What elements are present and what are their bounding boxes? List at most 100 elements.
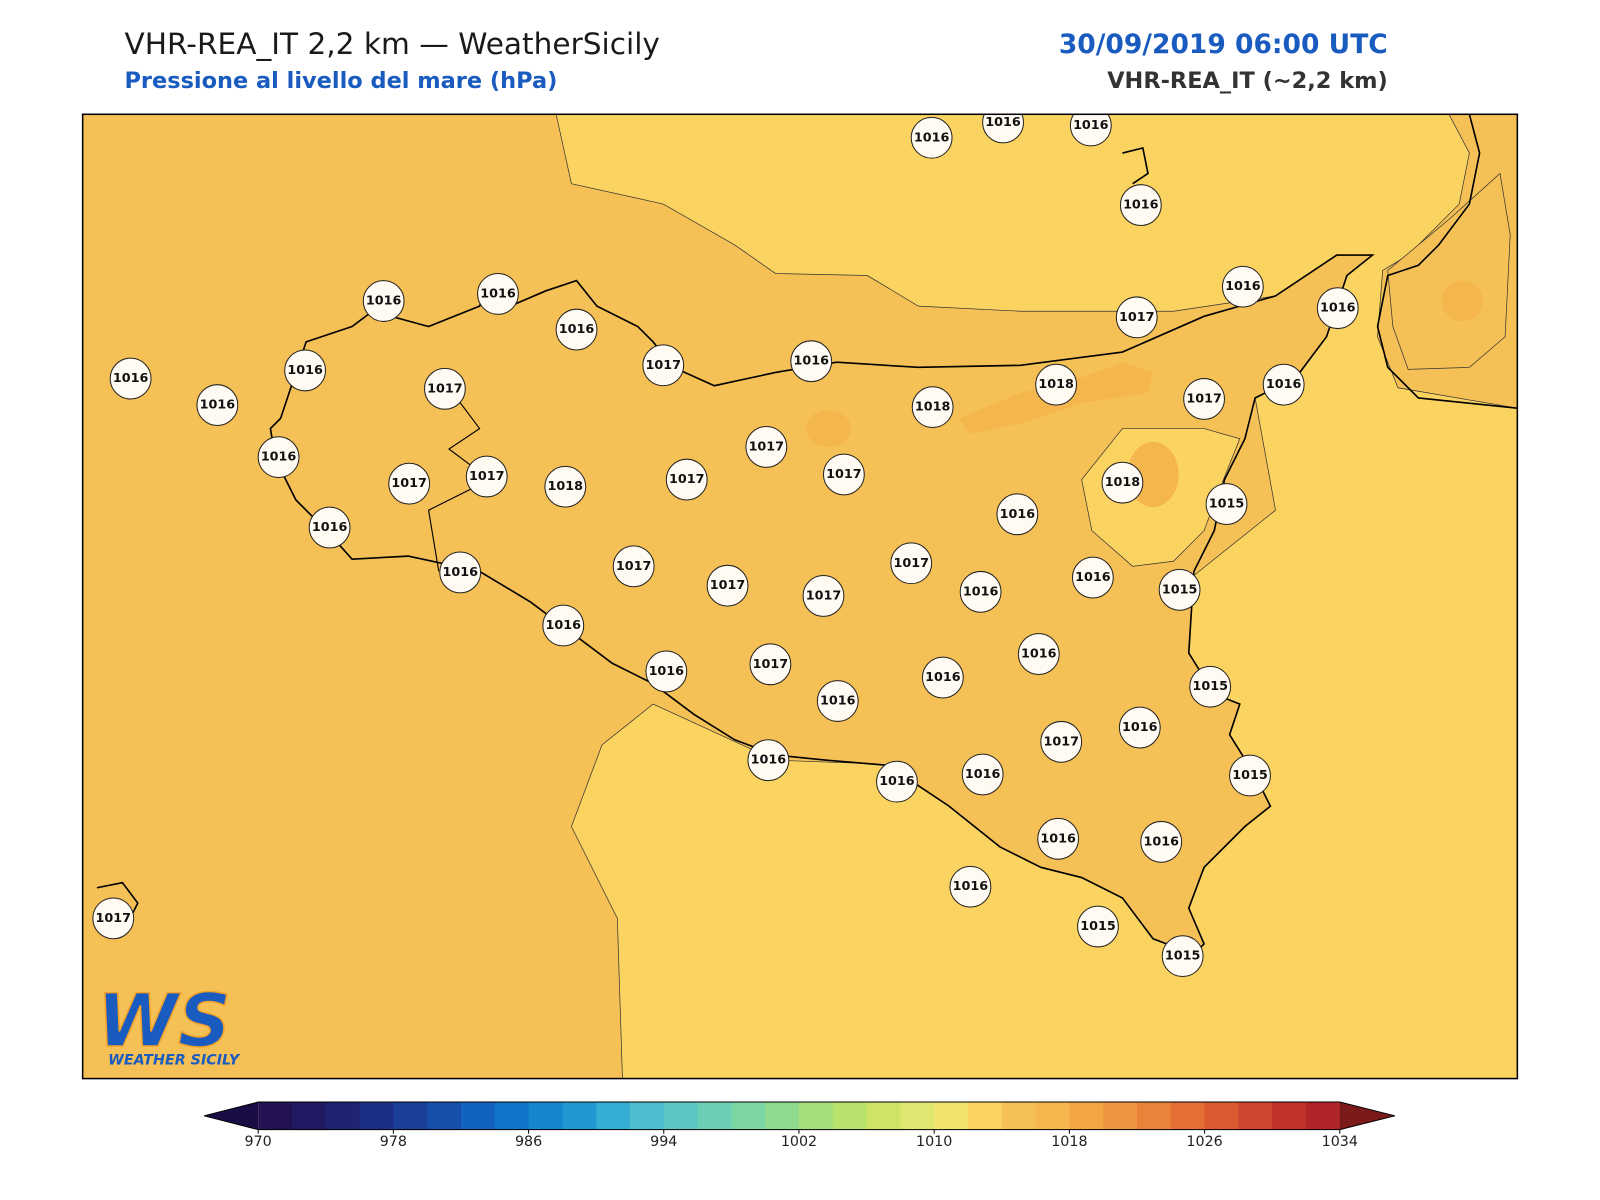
station-marker — [1262, 363, 1305, 406]
station-value: 1017 — [1043, 734, 1079, 749]
station: 1018 — [544, 465, 587, 508]
station-marker — [961, 753, 1004, 796]
colorbar-swatch — [1170, 1102, 1206, 1130]
station-marker — [308, 506, 351, 549]
station: 1017 — [642, 344, 685, 387]
station: 1016 — [1118, 706, 1161, 749]
station-value: 1017 — [826, 467, 862, 482]
station-value: 1016 — [953, 879, 989, 894]
map: 1016 1016 1016 1016 1016 1016 1016 1017 1016 1016… — [82, 114, 1518, 1079]
station-marker — [1221, 265, 1264, 308]
station: 1016 — [109, 357, 152, 400]
pressure-band — [806, 410, 852, 447]
station-value: 1016 — [442, 565, 478, 580]
station-value: 1015 — [1080, 919, 1116, 934]
station: 1017 — [388, 462, 431, 505]
station-marker — [1161, 935, 1204, 978]
pressure-band — [1387, 172, 1511, 370]
colorbar-swatch — [1204, 1102, 1239, 1130]
station-marker — [642, 344, 685, 387]
colorbar-tick-label: 1018 — [1051, 1134, 1087, 1150]
colorbar-swatch — [1001, 1102, 1037, 1130]
colorbar-extend-high — [1339, 1102, 1395, 1130]
colorbar-tick-label: 1002 — [781, 1134, 817, 1150]
station: 1016 — [910, 116, 953, 159]
station: 1017 — [749, 643, 792, 686]
colorbar-swatch — [1136, 1102, 1172, 1130]
station-marker — [749, 643, 792, 686]
station-marker — [949, 865, 992, 908]
station-value: 1016 — [1320, 301, 1356, 316]
station-value: 1017 — [806, 588, 842, 603]
map-frame — [81, 113, 1519, 1080]
station-marker — [477, 272, 519, 315]
station-value: 1016 — [985, 115, 1021, 130]
station: 1017 — [745, 426, 788, 468]
station-value: 1016 — [480, 286, 516, 301]
station-marker — [665, 458, 708, 501]
title: VHR-REA_IT 2,2 km — WeatherSicily — [124, 27, 659, 61]
station: 1016 — [284, 349, 327, 392]
coastline — [1376, 114, 1518, 409]
station-marker — [911, 386, 954, 429]
station-marker — [996, 493, 1039, 536]
station: 1017 — [465, 455, 508, 498]
station-value: 1017 — [391, 476, 427, 491]
colorbar-swatch — [562, 1102, 597, 1130]
station-value: 1016 — [312, 520, 348, 535]
station: 1017 — [1040, 720, 1083, 763]
station: 1017 — [612, 545, 655, 588]
colorbar-swatch — [832, 1102, 868, 1130]
station: 1016 — [982, 114, 1024, 144]
station-value: 1016 — [820, 694, 856, 709]
station: 1016 — [257, 436, 300, 479]
station-marker — [1205, 483, 1248, 525]
station-marker — [1119, 184, 1162, 227]
station-marker — [109, 357, 152, 400]
colorbar-swatch — [1069, 1102, 1104, 1130]
colorbar-swatch — [596, 1102, 631, 1130]
station-marker — [257, 436, 300, 479]
colorbar-swatch — [900, 1102, 935, 1130]
station-marker — [542, 604, 585, 647]
station: 1015 — [1161, 935, 1204, 978]
station-marker — [362, 280, 405, 322]
station-marker — [612, 545, 655, 588]
logo-initials: WS — [97, 979, 231, 1064]
station: 1016 — [542, 604, 585, 647]
station-marker — [423, 367, 466, 410]
station-value: 1018 — [915, 400, 951, 415]
station-value: 1016 — [1123, 198, 1159, 213]
station-marker — [544, 465, 587, 508]
station-value: 1016 — [366, 294, 402, 309]
station-marker — [465, 455, 508, 498]
station: 1016 — [1119, 184, 1162, 227]
colorbar-swatch — [765, 1102, 800, 1130]
colorbar-tick-label: 978 — [380, 1134, 407, 1150]
station-value: 1017 — [1119, 310, 1155, 325]
station: 1018 — [1101, 461, 1144, 504]
station-value: 1016 — [113, 371, 149, 386]
station-marker — [1017, 633, 1060, 675]
station: 1016 — [645, 650, 688, 693]
station: 1016 — [1071, 556, 1114, 599]
station-value: 1016 — [1021, 647, 1057, 662]
station-value: 1015 — [1232, 768, 1268, 783]
station-value: 1016 — [287, 363, 323, 378]
island-coast — [1122, 146, 1149, 185]
station: 1015 — [1189, 665, 1232, 708]
colorbar: 970 978 986 994 1002 1010 1018 1026 1034 — [203, 1101, 1396, 1150]
station-value: 1017 — [749, 439, 784, 454]
station: 1016 — [921, 656, 964, 699]
station-marker — [1229, 754, 1271, 797]
station-value: 1016 — [1073, 118, 1109, 133]
logo: WS WEATHER SICILY — [96, 978, 241, 1068]
station-value: 1016 — [925, 670, 961, 685]
station: 1016 — [1221, 265, 1264, 308]
colorbar-tick-label: 970 — [245, 1134, 272, 1150]
station-marker — [196, 384, 239, 427]
station: 1016 — [1069, 114, 1112, 147]
colorbar-swatch — [1103, 1102, 1138, 1130]
station-marker — [284, 349, 327, 392]
